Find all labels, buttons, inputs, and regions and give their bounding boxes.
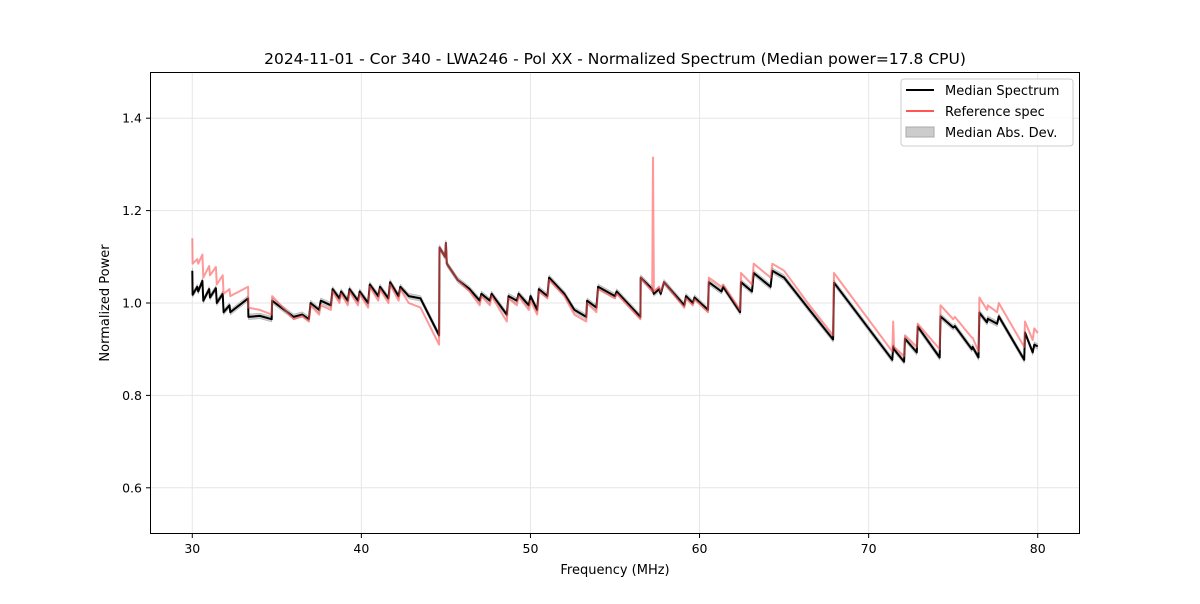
y-axis-label: Normalized Power [98, 244, 113, 362]
x-axis-label: Frequency (MHz) [560, 563, 669, 578]
legend-mad-label: Median Abs. Dev. [945, 126, 1057, 141]
legend: Median Spectrum Reference spec Median Ab… [900, 78, 1074, 147]
ticks: 30 40 50 60 70 80 0.6 0.8 1.0 1.2 1.4 [122, 111, 1046, 556]
axes-frame [150, 72, 1080, 534]
legend-mad-swatch [905, 126, 935, 138]
x-tick-label: 40 [353, 541, 369, 556]
grid [150, 72, 1080, 534]
x-tick-label: 60 [692, 541, 708, 556]
plot-area [191, 156, 1039, 366]
y-tick-label: 1.4 [122, 111, 142, 126]
y-tick-label: 1.2 [122, 203, 142, 218]
y-tick-label: 1.0 [122, 296, 142, 311]
y-tick-label: 0.6 [122, 480, 142, 495]
x-tick-label: 70 [861, 541, 877, 556]
chart-title: 2024-11-01 - Cor 340 - LWA246 - Pol XX -… [264, 50, 966, 68]
x-tick-label: 30 [184, 541, 200, 556]
y-tick-label: 0.8 [122, 388, 142, 403]
legend-frame [900, 78, 1074, 147]
x-tick-label: 80 [1030, 541, 1046, 556]
x-tick-label: 50 [523, 541, 539, 556]
reference-spectrum-line [191, 156, 1039, 358]
legend-reference-label: Reference spec [945, 105, 1045, 120]
legend-median-label: Median Spectrum [945, 84, 1059, 99]
